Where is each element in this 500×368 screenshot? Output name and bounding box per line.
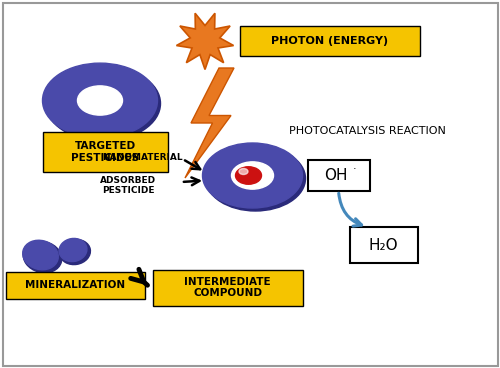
- Ellipse shape: [232, 162, 274, 189]
- Text: INTERMEDIATE
COMPOUND: INTERMEDIATE COMPOUND: [184, 277, 271, 298]
- Text: NANOMATERIAL: NANOMATERIAL: [102, 152, 183, 162]
- Polygon shape: [176, 13, 234, 70]
- Text: ADSORBED
PESTICIDE: ADSORBED PESTICIDE: [100, 176, 156, 195]
- Ellipse shape: [239, 169, 248, 174]
- FancyBboxPatch shape: [6, 272, 145, 299]
- Ellipse shape: [202, 143, 302, 208]
- Polygon shape: [185, 68, 234, 178]
- Text: TARGETED
PESTICIDES: TARGETED PESTICIDES: [71, 141, 139, 163]
- Ellipse shape: [23, 241, 62, 273]
- Text: PHOTON (ENERGY): PHOTON (ENERGY): [272, 35, 388, 46]
- Ellipse shape: [60, 240, 90, 265]
- Ellipse shape: [42, 63, 158, 138]
- Ellipse shape: [22, 240, 59, 270]
- Text: OH: OH: [324, 167, 348, 183]
- Ellipse shape: [206, 146, 306, 211]
- FancyBboxPatch shape: [42, 132, 168, 172]
- Text: MINERALIZATION: MINERALIZATION: [26, 280, 126, 290]
- Ellipse shape: [78, 86, 122, 115]
- FancyBboxPatch shape: [240, 25, 420, 56]
- Text: PHOTOCATALYSIS REACTION: PHOTOCATALYSIS REACTION: [289, 125, 446, 135]
- FancyBboxPatch shape: [350, 227, 418, 263]
- FancyBboxPatch shape: [152, 269, 302, 305]
- Text: H₂O: H₂O: [369, 237, 398, 252]
- Text: ·: ·: [353, 164, 356, 174]
- Ellipse shape: [236, 167, 262, 184]
- FancyBboxPatch shape: [308, 159, 370, 191]
- FancyBboxPatch shape: [2, 3, 498, 365]
- Ellipse shape: [59, 238, 87, 262]
- Ellipse shape: [46, 66, 160, 141]
